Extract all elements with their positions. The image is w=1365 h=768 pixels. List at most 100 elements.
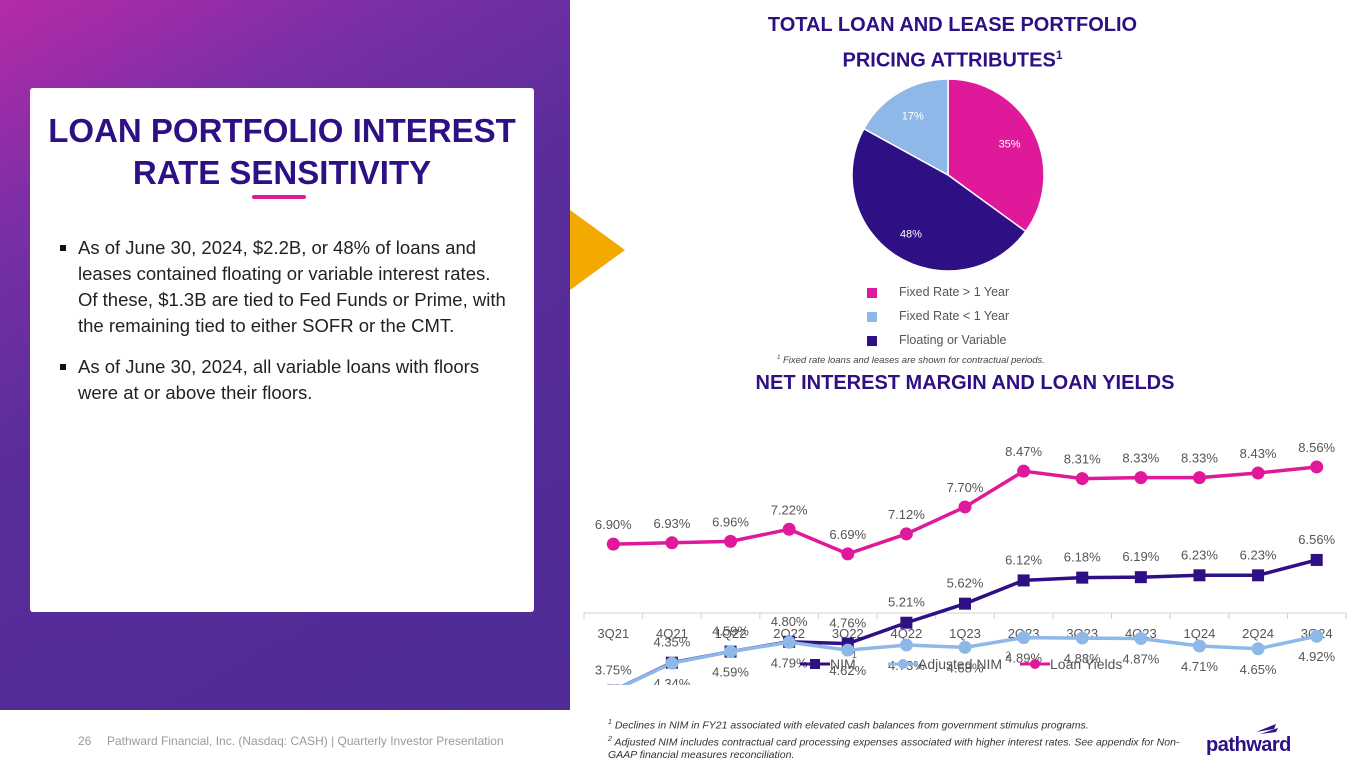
page-number: 26: [78, 734, 92, 748]
line-chart-title: NET INTEREST MARGIN AND LOAN YIELDS: [755, 372, 1175, 394]
data-point-marker: [1017, 631, 1031, 645]
data-point-marker: [958, 500, 972, 514]
legend-marker: [898, 659, 908, 669]
data-point-marker: [1076, 571, 1089, 584]
line-chart: 3Q214Q211Q222Q223Q224Q221Q232Q233Q234Q23…: [583, 440, 1347, 685]
data-label: 6.93%: [653, 516, 690, 531]
pie-chart: 35% 48% 17%: [851, 78, 1045, 272]
x-tick-label: 4Q21: [656, 626, 688, 641]
pathward-logo: pathward: [1206, 722, 1296, 758]
data-point-marker: [782, 635, 796, 649]
data-label: 6.56%: [1298, 532, 1335, 547]
footnote-1-marker: 1: [608, 719, 612, 726]
data-point-marker: [958, 640, 972, 654]
data-point-marker: [1075, 472, 1089, 486]
data-point-marker: [900, 616, 913, 629]
data-label: 4.34%: [653, 676, 690, 685]
data-point-marker: [841, 547, 855, 561]
legend-swatch-light-blue: [867, 312, 877, 322]
data-label: 6.69%: [829, 527, 866, 542]
legend-marker: [810, 659, 820, 669]
legend-marker: [1030, 659, 1040, 669]
data-label: 6.96%: [712, 514, 749, 529]
pie-slice: [947, 78, 1045, 233]
pie-slice-label: 48%: [900, 228, 922, 240]
data-label: 4.79%: [771, 655, 808, 670]
line-legend-item: Adjusted NIM 2: [888, 650, 1011, 672]
pie-title-line-2: PRICING ATTRIBUTES1: [700, 40, 1205, 76]
pie-chart-title: TOTAL LOAN AND LEASE PORTFOLIO PRICING A…: [700, 10, 1205, 76]
legend-label: Fixed Rate > 1 Year: [899, 285, 1010, 299]
data-point-marker: [1310, 629, 1324, 643]
bullet-point-2: As of June 30, 2024, all variable loans …: [60, 354, 510, 406]
footer-company-text: Pathward Financial, Inc. (Nasdaq: CASH) …: [107, 734, 504, 748]
data-label: 4.65%: [1240, 662, 1277, 677]
footnote-2: 2 Adjusted NIM includes contractual card…: [608, 733, 1188, 763]
data-point-marker: [665, 536, 679, 550]
data-label: 5.21%: [888, 595, 925, 610]
data-label: 4.35%: [653, 635, 690, 650]
data-point-marker: [610, 684, 617, 685]
data-point-marker: [1192, 471, 1206, 485]
legend-label: Floating or Variable: [899, 333, 1007, 347]
data-label: 6.19%: [1122, 549, 1159, 564]
data-label: 8.31%: [1064, 452, 1101, 467]
x-tick-label: 4Q22: [890, 626, 922, 641]
data-label: 4.59%: [712, 624, 749, 639]
data-point-marker: [1134, 632, 1148, 646]
footnote-2-text: Adjusted NIM includes contractual card p…: [608, 736, 1180, 761]
left-text-card: LOAN PORTFOLIO INTEREST RATE SENSITIVITY…: [30, 88, 534, 612]
data-label: 8.47%: [1005, 444, 1042, 459]
data-label: 6.18%: [1064, 550, 1101, 565]
data-label: 4.62%: [829, 663, 866, 678]
data-label: 4.71%: [1181, 659, 1218, 674]
legend-swatch-magenta: [867, 288, 877, 298]
data-label: 8.56%: [1298, 440, 1335, 455]
data-label: 5.62%: [947, 576, 984, 591]
legend-label: NIM: [830, 656, 856, 672]
data-point-marker: [1251, 642, 1265, 656]
pie-title-line-2-text: PRICING ATTRIBUTES: [842, 49, 1056, 72]
data-label: 6.23%: [1181, 547, 1218, 562]
data-label: 4.88%: [1064, 651, 1101, 666]
data-point-marker: [899, 638, 913, 652]
x-tick-label: 1Q24: [1184, 626, 1216, 641]
data-label: 8.33%: [1181, 451, 1218, 466]
legend-label: Adjusted NIM: [918, 656, 1002, 672]
pie-title-footnote-marker: 1: [1055, 48, 1063, 62]
logo-mark-icon: [1256, 724, 1278, 734]
data-label: 3.75%: [595, 663, 632, 678]
pie-footnote-text: Fixed rate loans and leases are shown fo…: [782, 355, 1045, 367]
data-point-marker: [1017, 464, 1031, 478]
legend-label: Loan Yields: [1050, 656, 1122, 672]
data-point-marker: [959, 597, 971, 610]
x-tick-label: 3Q21: [597, 626, 629, 641]
data-point-marker: [899, 527, 913, 541]
x-tick-label: 1Q22: [715, 626, 747, 641]
pie-slice: [851, 127, 1027, 272]
data-point-marker: [724, 645, 738, 659]
data-label: 8.33%: [1122, 451, 1159, 466]
data-label: 4.87%: [1122, 652, 1159, 667]
bottom-footnotes: 1 Declines in NIM in FY21 associated wit…: [608, 716, 1188, 762]
data-point-marker: [1134, 571, 1147, 584]
data-label: 4.68%: [947, 660, 984, 675]
legend-footnote-marker: 2: [1006, 650, 1011, 660]
legend-label: Fixed Rate < 1 Year: [899, 309, 1010, 323]
legend-footnote-marker: 1: [852, 650, 857, 660]
data-point-marker: [841, 643, 855, 657]
data-point-marker: [1134, 471, 1148, 485]
legend-swatch-purple: [867, 336, 877, 346]
data-point-marker: [1192, 639, 1206, 653]
data-point-marker: [1252, 569, 1265, 582]
logo-text: pathward: [1206, 734, 1291, 756]
page-title-line-1: LOAN PORTFOLIO INTEREST: [48, 112, 516, 149]
data-point-marker: [782, 522, 796, 536]
page-title: LOAN PORTFOLIO INTEREST RATE SENSITIVITY: [30, 110, 534, 194]
data-label: 4.92%: [1298, 649, 1335, 664]
pie-slice-label: 17%: [902, 111, 924, 123]
data-point-marker: [1017, 574, 1030, 587]
pie-title-line-1: TOTAL LOAN AND LEASE PORTFOLIO: [767, 14, 1138, 36]
data-label: 6.12%: [1005, 552, 1042, 567]
footnote-1: 1 Declines in NIM in FY21 associated wit…: [608, 716, 1188, 733]
